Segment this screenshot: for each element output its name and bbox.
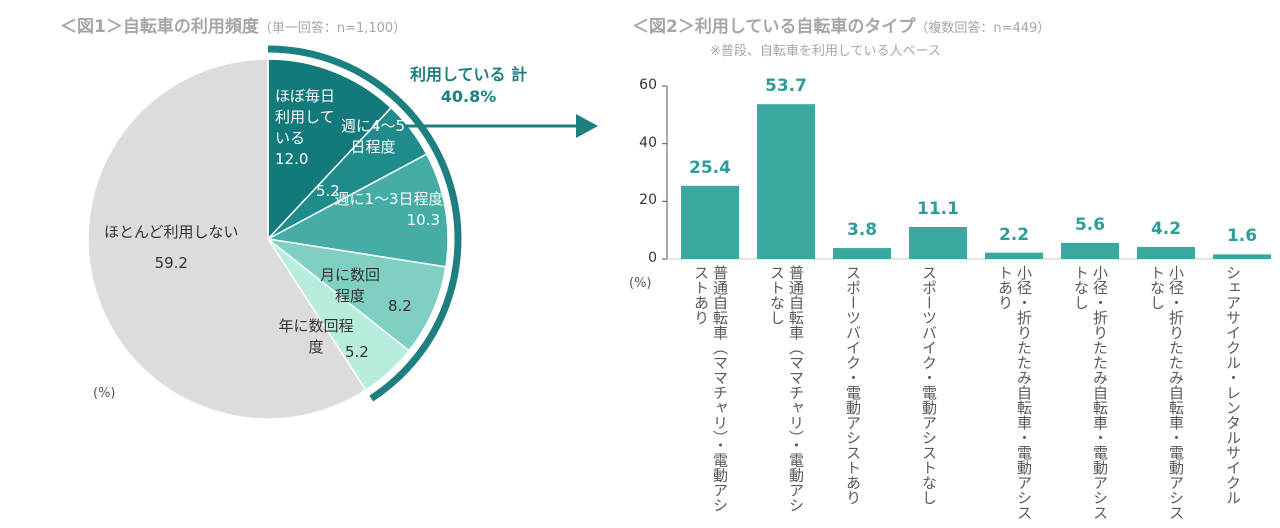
- pie-label-rare-text: ほとんど利用しない: [104, 223, 239, 241]
- category-label: シェアサイクル・レンタルサイクル: [1224, 265, 1242, 505]
- category-label: 普通自転車（ママチャリ）・電動アシストあり: [692, 265, 729, 513]
- pie-label-w45-text: 週に4～5日程度: [340, 117, 406, 156]
- category-label: スポーツバイク・電動アシストあり: [844, 265, 862, 505]
- pie-value-month: 8.2: [388, 297, 412, 315]
- category-label: 小径・折りたたみ自転車・電動アシストあり: [996, 265, 1033, 520]
- pie-value-w45: 5.2: [316, 182, 340, 200]
- pie-chart: [87, 45, 598, 420]
- category-label: 小径・折りたたみ自転車・電動アシストなし: [1148, 265, 1185, 520]
- bar: [681, 185, 739, 259]
- y-tick-label: 40: [639, 134, 657, 151]
- pie-slice-daily: [267, 58, 393, 241]
- bar-value-label: 2.2: [998, 224, 1030, 245]
- pie-label-w13: 週に1～3日程度 10.3: [334, 189, 444, 231]
- pie-label-month: 月に数回程度: [314, 265, 386, 307]
- pie-label-month-text: 月に数回程度: [319, 266, 380, 305]
- bar-value-label: 25.4: [689, 157, 731, 178]
- pie-label-w13-text: 週に1～3日程度: [334, 190, 444, 208]
- fig1-title: ＜図1＞自転車の利用頻度（単一回答：n=1,100）: [60, 12, 406, 37]
- bar-unit: (%): [629, 276, 652, 291]
- pie-label-rare: ほとんど利用しない 59.2: [104, 222, 239, 274]
- y-tick-label: 0: [648, 250, 657, 266]
- pie-label-year: 年に数回程度: [276, 316, 356, 358]
- fig2-title: ＜図2＞利用している自転車のタイプ（複数回答：n=449）: [632, 12, 1050, 37]
- pie-slice-w13: [265, 153, 449, 268]
- bar-value-label: 3.8: [846, 220, 878, 241]
- callout-using-total: 利用している 計 40.8%: [410, 64, 527, 108]
- category-label: スポーツバイク・電動アシストなし: [920, 265, 938, 505]
- bar: [757, 104, 815, 259]
- pie-unit: (%): [93, 386, 116, 401]
- category-label: 普通自転車（ママチャリ）・電動アシストなし: [768, 265, 805, 513]
- bar-value-label: 5.6: [1074, 214, 1106, 235]
- y-tick-label: 20: [639, 192, 657, 209]
- fig2-subtitle: ※普段、自転車を利用している人ベース: [710, 44, 941, 59]
- pie-value-daily: 12.0: [275, 150, 309, 168]
- pie-slice-month: [265, 237, 447, 352]
- using-share-arc: [267, 45, 462, 402]
- bar-value-label: 11.1: [917, 198, 959, 219]
- bar-value-label: 1.6: [1226, 226, 1258, 247]
- pie-value-rare: 59.2: [154, 254, 188, 272]
- fig1-note: （単一回答：n=1,100）: [258, 21, 407, 36]
- bar: [1137, 246, 1195, 259]
- fig1-title-text: ＜図1＞自転車の利用頻度: [60, 17, 259, 37]
- pie-slice-rare: [87, 58, 367, 420]
- bar: [985, 252, 1043, 259]
- pie-label-daily: ほぼ毎日利用している 12.0: [275, 86, 349, 170]
- callout-label: 利用している 計: [410, 65, 528, 84]
- bar: [833, 248, 891, 259]
- fig2-note: （複数回答：n=449）: [915, 21, 1051, 36]
- bar-value-label: 4.2: [1150, 218, 1182, 239]
- bar: [909, 226, 967, 259]
- y-tick-label: 60: [639, 77, 657, 93]
- category-label: 小径・折りたたみ自転車・電動アシストなし: [1072, 265, 1109, 520]
- callout-arrow-head: [576, 114, 598, 138]
- callout-value: 40.8%: [440, 87, 497, 106]
- pie-label-daily-line1: ほぼ毎日利用している: [275, 87, 336, 147]
- bar: [1061, 242, 1119, 259]
- pie-value-year: 5.2: [345, 343, 369, 361]
- bar: [1213, 254, 1271, 259]
- bar-value-label: 53.7: [765, 76, 807, 97]
- pie-label-w45: 週に4～5日程度: [338, 116, 408, 158]
- fig2-title-text: ＜図2＞利用している自転車のタイプ: [632, 17, 916, 37]
- pie-label-year-text: 年に数回程度: [278, 317, 354, 356]
- pie-value-w13: 10.3: [406, 211, 440, 229]
